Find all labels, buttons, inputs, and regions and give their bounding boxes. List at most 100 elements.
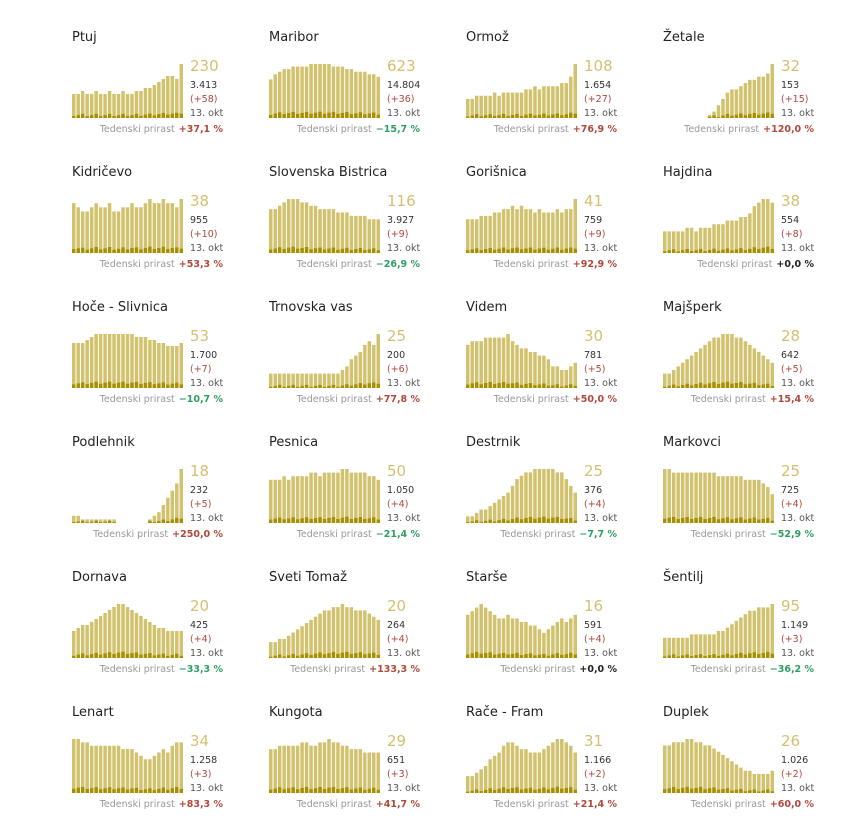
total-cases: 264 [387,620,406,631]
bar-total [466,516,470,523]
municipality-name: Kidričevo [72,165,133,180]
bar-total [273,373,277,388]
bar-new [501,652,506,658]
weekly-growth: Tedenski prirast +60,0 % [691,799,814,810]
bar-total [474,341,479,388]
bar-total [309,472,313,523]
bar-new [372,112,376,118]
bar-total [703,344,707,388]
bar-new [94,787,98,793]
bar-new [358,787,363,793]
bar-new [501,113,506,118]
bar-total [488,611,492,658]
new-cases: (+3) [190,769,212,780]
bar-new [121,381,125,388]
bar-new [680,787,685,793]
bar-new [564,654,569,658]
bar-new [694,517,698,523]
weekly-growth-value: +133,3 % [369,664,420,675]
new-cases: (+2) [781,769,803,780]
bar-total [134,337,139,388]
bar-new [112,116,116,118]
bar-total [560,472,564,523]
bar-total [367,613,372,658]
bar-new [542,787,546,793]
bar-new [130,382,134,388]
bar-new [367,113,372,118]
bar-total [300,476,304,523]
bar-new [331,247,336,253]
bar-total [304,202,309,253]
sparkline-chart [466,604,577,658]
bar-new [304,653,309,658]
bar-total [300,373,304,388]
bar-total [739,86,743,118]
bar-new [569,652,573,658]
bar-total [730,220,734,253]
bar-new [676,788,680,793]
bar-total [739,476,743,523]
bar-new [479,521,483,523]
bar-new [667,788,671,793]
bar-total [139,337,143,388]
bar-new [309,113,313,118]
bar-new [551,787,555,793]
bar-new [506,383,510,388]
bar-new [72,116,76,118]
bar-total [116,745,121,793]
bar-total [519,475,524,523]
bar-new [273,518,277,523]
bar-total [376,219,380,253]
total-cases: 153 [781,80,800,91]
municipality-name: Maribor [269,30,319,45]
bar-new [134,381,139,388]
bar-new [157,788,161,793]
bar-new [318,652,322,658]
bar-total [734,476,739,523]
bar-total [277,71,282,118]
bar-total [331,209,336,253]
bar-new [689,518,694,523]
bar-new [331,111,336,118]
bar-total [148,88,152,118]
bar-new [721,518,725,523]
bar-total [85,742,89,793]
bar-total [273,642,277,658]
bar-new [345,384,349,388]
bar-total [725,758,730,793]
bar-total [479,215,483,253]
bar-new [676,518,680,523]
bar-total [309,619,313,658]
date-label: 13. okt [781,648,815,659]
new-cases: (+4) [584,634,606,645]
bar-new [730,655,734,658]
bar-new [76,787,80,793]
bar-new [76,383,80,388]
bar-total [179,343,183,388]
bar-new [510,519,515,523]
bar-total [336,212,340,253]
bar-total [730,334,734,388]
bar-total [766,359,770,388]
bar-total [761,355,766,388]
municipality-name: Rače - Fram [466,705,544,720]
bar-new [564,385,569,388]
bar-new [170,519,175,523]
bar-total [148,759,152,793]
bar-new [479,250,483,253]
bar-new [483,789,488,793]
weekly-growth-label: Tedenski prirast [99,799,175,810]
bar-new [376,383,380,388]
bar-total [166,752,170,793]
total-cases: 1.258 [190,755,218,766]
bar-total [376,752,380,793]
bar-total [103,745,107,793]
bar-new [734,789,739,793]
bar-new [466,384,470,388]
bar-total [309,64,313,118]
bar-total [703,227,707,253]
bar-new [488,519,492,523]
new-cases: (+4) [190,634,212,645]
bar-total [72,631,76,658]
bar-new [748,113,752,118]
